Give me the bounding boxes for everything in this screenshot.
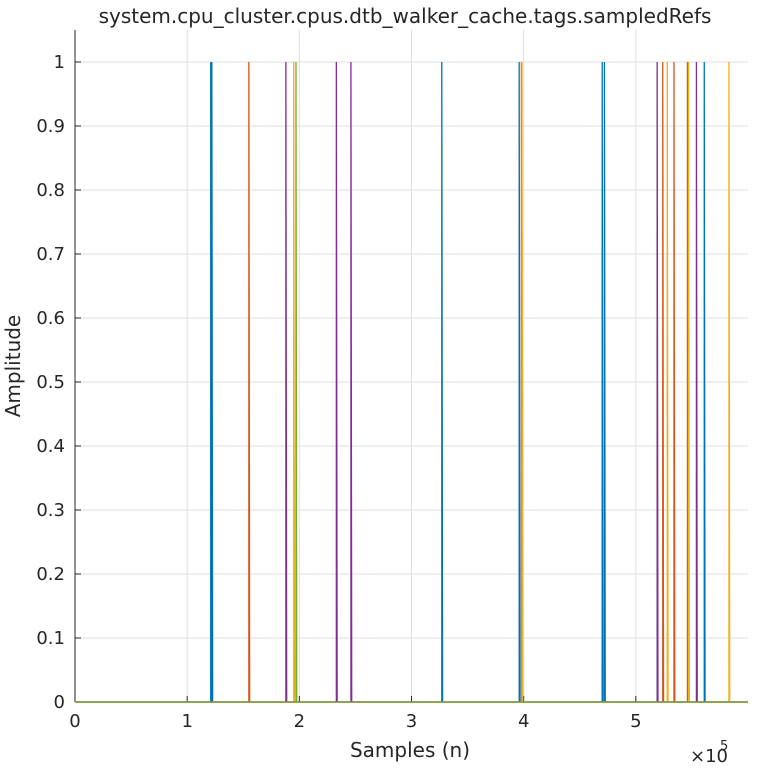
y-tick-label: 0.3 — [36, 500, 65, 521]
series-line-5 — [75, 61, 748, 703]
x-exponent-power: 5 — [720, 739, 728, 754]
y-tick-label: 0.8 — [36, 180, 65, 201]
x-tick-label: 2 — [294, 711, 305, 732]
x-tick-label: 5 — [630, 711, 641, 732]
series-line-2 — [75, 61, 748, 703]
y-tick-label: 0.6 — [36, 308, 65, 329]
y-tick-label: 0.2 — [36, 564, 65, 585]
grid — [75, 30, 748, 702]
x-tick-label: 4 — [518, 711, 529, 732]
y-tick-label: 0.7 — [36, 244, 65, 265]
y-tick-labels: 0 0.1 0.2 0.3 0.4 0.5 0.6 0.7 0.8 0.9 1 — [36, 52, 65, 713]
y-tick-label: 0.1 — [36, 628, 65, 649]
x-tick-label: 0 — [69, 711, 80, 732]
series-group — [75, 61, 748, 703]
x-exponent-label: ×10 — [690, 746, 728, 765]
chart-title: system.cpu_cluster.cpus.dtb_walker_cache… — [99, 4, 712, 28]
x-tick-labels: 0 1 2 3 4 5 — [69, 711, 641, 732]
y-tick-label: 0 — [54, 692, 65, 713]
y-axis-label: Amplitude — [1, 315, 25, 418]
x-tick-label: 3 — [406, 711, 417, 732]
y-tick-label: 0.9 — [36, 116, 65, 137]
series-line-4 — [75, 61, 748, 703]
y-tick-label: 1 — [54, 52, 65, 73]
y-tick-label: 0.4 — [36, 436, 65, 457]
x-axis-label: Samples (n) — [350, 738, 470, 762]
x-tick-label: 1 — [181, 711, 192, 732]
series-line-3 — [75, 61, 748, 703]
y-tick-label: 0.5 — [36, 372, 65, 393]
